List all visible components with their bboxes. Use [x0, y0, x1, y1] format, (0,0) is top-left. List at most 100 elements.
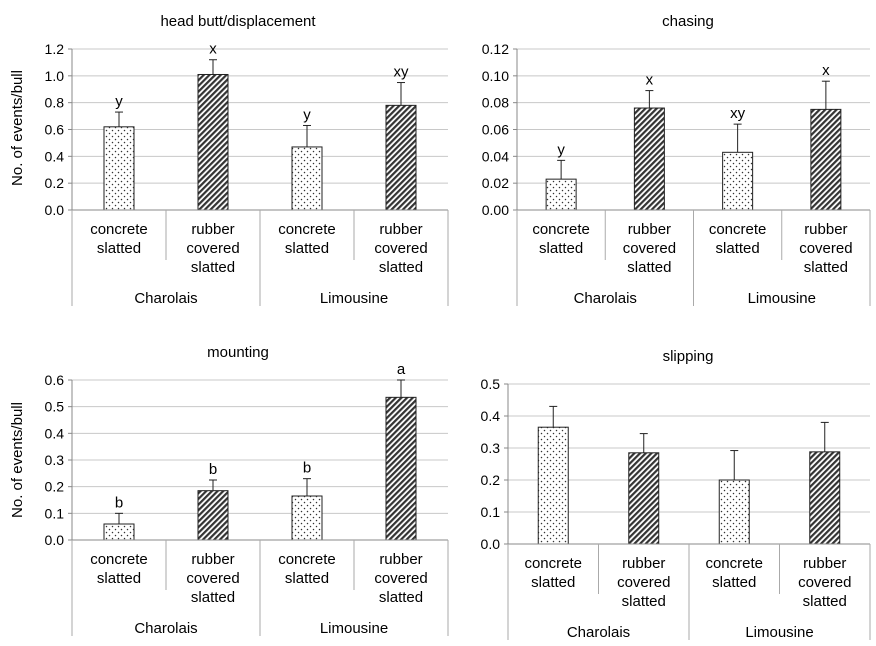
x-group-label: Limousine — [320, 620, 388, 637]
x-group-label: Charolais — [134, 620, 197, 637]
bar-3 — [718, 479, 750, 545]
bar-3 — [722, 151, 754, 211]
y-tick-label: 0.04 — [482, 148, 509, 164]
x-category-label: rubber — [191, 221, 234, 238]
y-tick-label: 0.1 — [45, 505, 65, 521]
significance-label-4: x — [822, 62, 830, 79]
y-tick-label: 0.08 — [482, 95, 509, 111]
x-category-label: rubber — [379, 221, 422, 238]
x-category-label: slatted — [285, 570, 329, 587]
x-category-label: rubber — [628, 221, 671, 238]
x-category-label: slatted — [191, 589, 235, 606]
x-category-label: concrete — [705, 555, 763, 572]
x-category-label: slatted — [97, 240, 141, 257]
x-group-label: Limousine — [320, 290, 388, 307]
x-group-label: Limousine — [745, 624, 813, 641]
x-category-label: slatted — [803, 593, 847, 610]
y-tick-label: 0.5 — [481, 376, 501, 392]
y-tick-label: 0.3 — [481, 440, 501, 456]
bar-2 — [628, 452, 660, 545]
significance-label-1: y — [557, 141, 565, 158]
y-tick-label: 1.2 — [45, 41, 65, 57]
x-category-label: covered — [617, 574, 670, 591]
x-category-label: covered — [186, 570, 239, 587]
x-category-label: rubber — [803, 555, 846, 572]
y-tick-label: 0.6 — [45, 122, 65, 138]
y-tick-label: 0.06 — [482, 122, 509, 138]
chart-panel-1: head butt/displacement No. of events/bull… — [9, 13, 449, 307]
y-tick-label: 0.0 — [481, 536, 501, 552]
y-tick-label: 0.4 — [45, 425, 65, 441]
chart-panel-3: mounting No. of events/bull 0.0 0.1 0.2 0.3 0.… — [9, 344, 449, 637]
x-category-label: rubber — [804, 221, 847, 238]
x-category-label: covered — [623, 240, 676, 257]
significance-label-2: b — [209, 461, 217, 478]
x-category-label: covered — [186, 240, 239, 257]
x-category-label: slatted — [622, 593, 666, 610]
bar-4 — [385, 104, 417, 211]
y-axis-label: No. of events/bull — [9, 70, 26, 186]
x-category-label: concrete — [278, 221, 336, 238]
x-category-label: slatted — [712, 574, 756, 591]
y-tick-label: 0.4 — [45, 148, 65, 164]
bar-2 — [197, 490, 229, 541]
x-group-label: Limousine — [748, 290, 816, 307]
significance-label-3: y — [303, 106, 311, 123]
x-category-label: slatted — [716, 240, 760, 257]
significance-label-2: x — [646, 72, 654, 89]
bar-2 — [197, 73, 229, 211]
chart-panel-2: chasing 0.00 0.02 0.04 0.06 0.08 0.10 0.12 y x xy x… — [482, 13, 871, 307]
y-tick-label: 0.4 — [481, 408, 501, 424]
y-tick-label: 0.6 — [45, 372, 65, 388]
x-category-label: concrete — [524, 555, 582, 572]
chart-title: slipping — [663, 348, 714, 365]
significance-label-3: b — [303, 460, 311, 477]
chart-title: mounting — [207, 344, 269, 361]
x-group-label: Charolais — [567, 624, 630, 641]
bar-1 — [545, 178, 577, 211]
x-category-label: covered — [799, 240, 852, 257]
x-category-label: concrete — [90, 551, 148, 568]
y-tick-label: 0.2 — [481, 472, 501, 488]
y-tick-label: 0.12 — [482, 41, 509, 57]
x-category-label: slatted — [804, 259, 848, 276]
bar-4 — [385, 396, 417, 541]
x-category-label: slatted — [379, 589, 423, 606]
y-tick-label: 0.1 — [481, 504, 501, 520]
y-axis-label: No. of events/bull — [9, 402, 26, 518]
y-tick-label: 0.10 — [482, 68, 509, 84]
bar-1 — [103, 126, 135, 211]
y-tick-label: 0.0 — [45, 202, 65, 218]
x-category-label: covered — [374, 240, 427, 257]
significance-label-4: a — [397, 361, 406, 378]
x-category-label: covered — [798, 574, 851, 591]
x-category-label: concrete — [90, 221, 148, 238]
x-category-label: slatted — [379, 259, 423, 276]
bar-4 — [810, 108, 842, 211]
x-category-label: covered — [374, 570, 427, 587]
x-category-label: rubber — [379, 551, 422, 568]
x-category-label: concrete — [278, 551, 336, 568]
y-tick-label: 0.8 — [45, 95, 65, 111]
x-category-label: slatted — [627, 259, 671, 276]
significance-label-4: xy — [394, 64, 410, 81]
y-tick-label: 0.5 — [45, 399, 65, 415]
bar-3 — [291, 495, 323, 541]
x-category-label: slatted — [191, 259, 235, 276]
x-category-label: rubber — [191, 551, 234, 568]
y-tick-label: 0.02 — [482, 175, 509, 191]
y-tick-label: 0.0 — [45, 532, 65, 548]
y-tick-label: 0.2 — [45, 175, 65, 191]
y-tick-label: 1.0 — [45, 68, 65, 84]
x-group-label: Charolais — [134, 290, 197, 307]
chart-title: chasing — [662, 13, 714, 30]
significance-label-3: xy — [730, 105, 746, 122]
x-group-label: Charolais — [574, 290, 637, 307]
y-tick-label: 0.2 — [45, 479, 65, 495]
significance-label-1: y — [115, 93, 123, 110]
x-category-label: concrete — [709, 221, 767, 238]
significance-label-2: x — [209, 41, 217, 58]
bar-3 — [291, 146, 323, 211]
